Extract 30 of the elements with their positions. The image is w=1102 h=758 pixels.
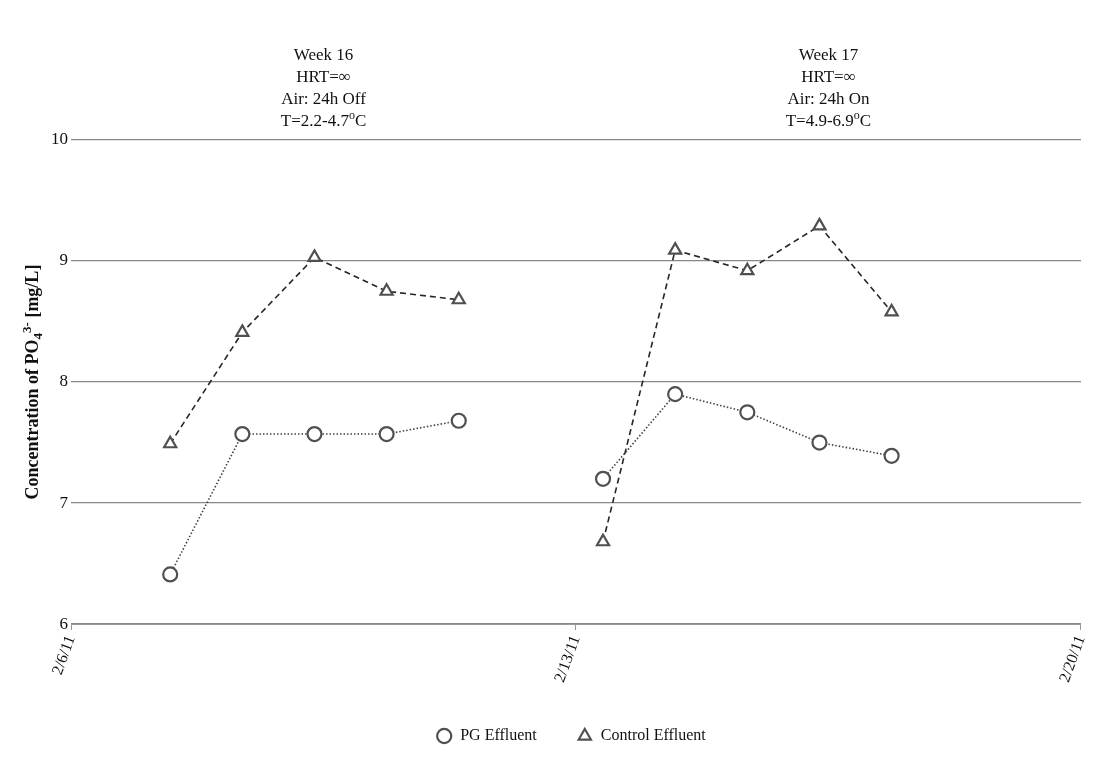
point	[667, 386, 684, 403]
legend-label: PG Effluent	[460, 726, 538, 744]
point	[811, 434, 828, 451]
y-tick-label: 9	[59, 250, 68, 270]
x-tick-label: 2/20/11	[1055, 632, 1088, 685]
point	[306, 425, 323, 443]
point	[884, 303, 899, 317]
x-tick-label: 2/13/11	[550, 632, 583, 685]
point	[739, 404, 756, 421]
y-tick-label: 8	[59, 371, 68, 391]
point	[450, 412, 467, 429]
y-tick-label: 10	[51, 129, 68, 149]
y-tick-label: 7	[59, 492, 69, 512]
point	[162, 566, 179, 583]
point	[812, 217, 827, 231]
y-axis-title: Concentration of PO43- [mg/L]	[18, 264, 45, 500]
point	[307, 249, 322, 262]
point	[451, 291, 466, 305]
point	[378, 425, 395, 443]
point	[883, 447, 900, 464]
point	[235, 324, 250, 338]
x-tick-label: 2/6/11	[48, 632, 78, 677]
y-tick-label: 6	[59, 613, 68, 633]
point	[668, 242, 683, 255]
point	[379, 283, 394, 296]
point	[740, 262, 755, 276]
point	[594, 470, 612, 487]
legend-label: Control Effluent	[600, 726, 707, 744]
point	[234, 425, 251, 443]
point	[163, 435, 178, 449]
